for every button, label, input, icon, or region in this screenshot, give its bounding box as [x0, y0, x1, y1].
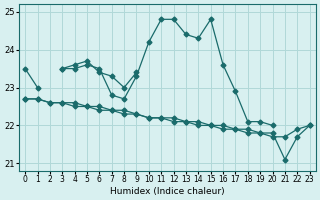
- X-axis label: Humidex (Indice chaleur): Humidex (Indice chaleur): [110, 187, 225, 196]
